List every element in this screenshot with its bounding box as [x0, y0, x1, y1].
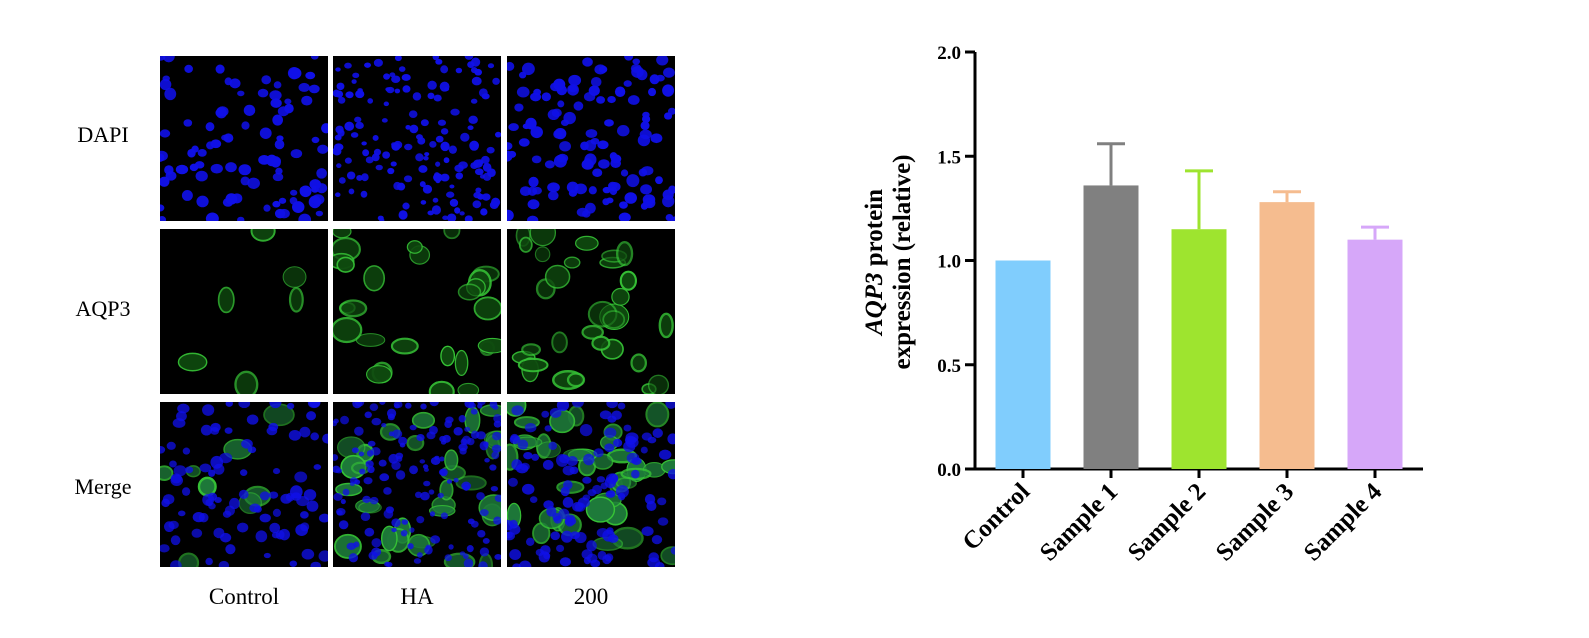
- chart-categories: Control Sample 1 Sample 2 Sample 3 Sample 4: [958, 478, 1388, 567]
- x-category-label: Control: [958, 478, 1036, 556]
- bar-4: [1259, 202, 1315, 469]
- bar-1: [995, 260, 1051, 469]
- y-axis-label-line2: expression (relative): [889, 154, 916, 369]
- y-tick-label: 0.5: [937, 356, 961, 377]
- x-category-label: Sample 2: [1123, 478, 1211, 566]
- x-category-label: Sample 1: [1035, 478, 1123, 566]
- chart-ticks: 0.0 0.5 1.0 1.5 2.0: [937, 43, 1377, 481]
- x-category-label: Sample 3: [1211, 478, 1299, 566]
- row-label-merge: Merge: [74, 474, 132, 499]
- y-tick-label: 1.5: [937, 147, 961, 168]
- tile-merge-control: [160, 402, 328, 567]
- row-label-aqp3: AQP3: [75, 296, 131, 321]
- tile-merge-ha: [333, 402, 501, 567]
- tile-dapi-ha: [333, 56, 501, 221]
- x-category-label: Sample 4: [1299, 478, 1388, 567]
- tile-aqp3-control: [160, 229, 328, 394]
- bar-2: [1083, 185, 1139, 469]
- bar-3: [1171, 229, 1227, 469]
- col-label-control: Control: [208, 584, 280, 609]
- chart-bars: [995, 142, 1403, 469]
- row-label-dapi: DAPI: [77, 122, 129, 147]
- tile-aqp3-200: [507, 229, 675, 394]
- y-tick-label: 0.0: [937, 460, 961, 481]
- tile-dapi-control: [160, 56, 328, 221]
- y-axis-label-line1: AQP3 protein: [861, 189, 888, 337]
- y-tick-label: 2.0: [937, 43, 961, 64]
- col-label-ha: HA: [400, 584, 434, 609]
- col-label-200: 200: [573, 584, 609, 609]
- tile-dapi-200: [507, 56, 675, 221]
- tile-merge-200: [507, 402, 675, 567]
- bar-5: [1347, 239, 1403, 469]
- tile-aqp3-ha: [333, 229, 501, 394]
- y-tick-label: 1.0: [937, 252, 961, 273]
